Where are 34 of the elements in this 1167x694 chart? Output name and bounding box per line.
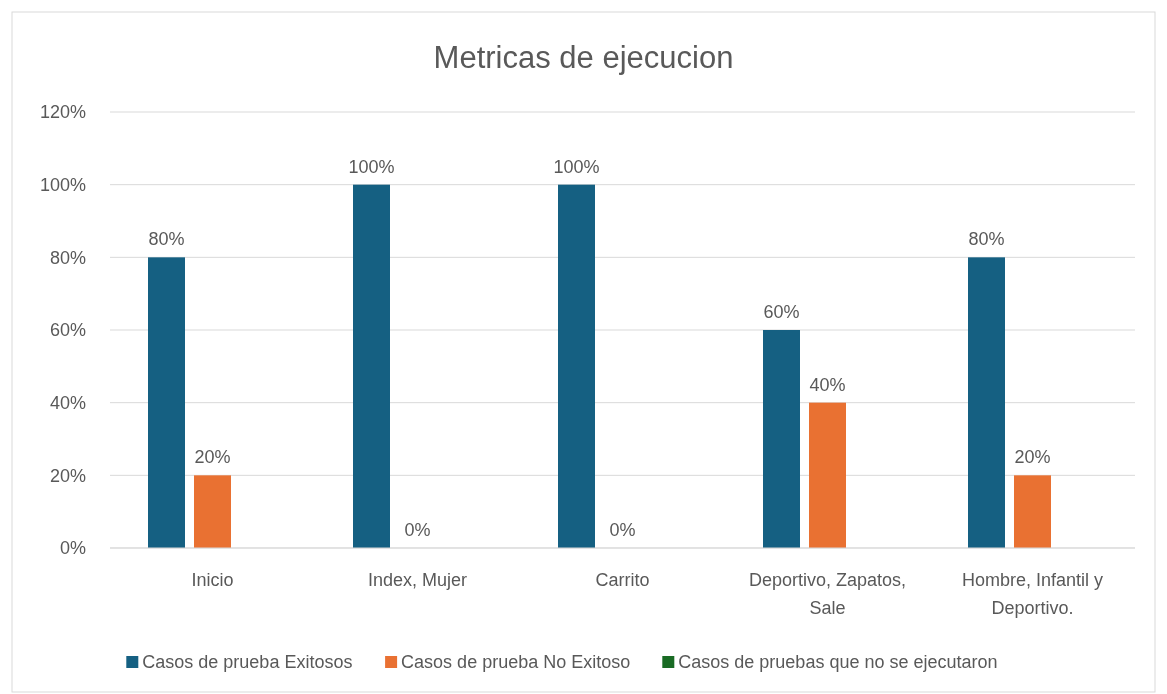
legend-label: Casos de prueba Exitosos bbox=[142, 652, 353, 672]
x-tick-label: Inicio bbox=[191, 570, 234, 590]
bar bbox=[148, 257, 185, 548]
chart-title: Metricas de ejecucion bbox=[433, 40, 734, 75]
data-label: 80% bbox=[968, 229, 1005, 250]
data-label: 100% bbox=[553, 156, 600, 177]
y-tick-label: 0% bbox=[59, 538, 86, 559]
x-tick-label: Deportivo, Zapatos, Sale bbox=[748, 570, 907, 618]
y-tick-label: 80% bbox=[49, 247, 86, 268]
bar bbox=[558, 184, 595, 548]
legend-label: Casos de prueba No Exitoso bbox=[401, 652, 631, 672]
x-tick-label: Index, Mujer bbox=[367, 570, 468, 590]
data-label: 0% bbox=[609, 520, 636, 540]
data-label: 40% bbox=[809, 374, 846, 395]
x-tick-label: Carrito bbox=[595, 570, 650, 590]
y-tick-label: 20% bbox=[49, 465, 86, 486]
y-tick-label: 120% bbox=[39, 102, 86, 123]
y-tick-label: 40% bbox=[49, 392, 86, 413]
bar bbox=[809, 402, 846, 548]
data-label: 80% bbox=[148, 229, 185, 250]
y-tick-label: 100% bbox=[39, 174, 86, 195]
bar bbox=[1014, 475, 1051, 548]
data-label: 0% bbox=[404, 520, 431, 540]
bar bbox=[763, 330, 800, 548]
data-label: 100% bbox=[348, 156, 395, 177]
legend-label: Casos de pruebas que no se ejecutaron bbox=[678, 652, 998, 672]
bar bbox=[194, 475, 231, 548]
bar bbox=[968, 257, 1005, 548]
x-tick-label: Hombre, Infantil y Deportivo. bbox=[961, 570, 1104, 618]
data-label: 20% bbox=[194, 447, 231, 468]
data-label: 60% bbox=[763, 302, 800, 322]
y-tick-label: 60% bbox=[49, 320, 86, 341]
bar bbox=[353, 184, 390, 548]
data-label: 20% bbox=[1014, 447, 1051, 468]
